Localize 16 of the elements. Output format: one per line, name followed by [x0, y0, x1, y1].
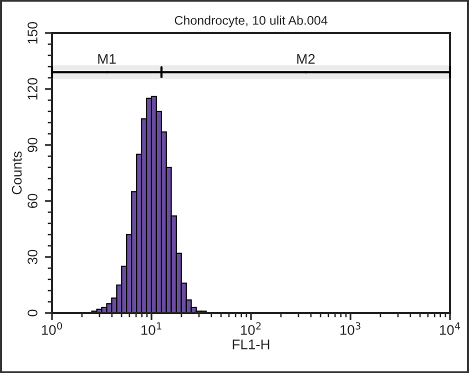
x-tick-label: 10$^{1}$ [141, 322, 162, 335]
x-tick-label: 10$^{0}$ [42, 322, 62, 335]
band-label: M1 [98, 54, 116, 64]
y-tick-label: 150 [28, 22, 38, 44]
chart-title: Chondrocyte, 10 ulit Ab.004 [174, 16, 328, 28]
y-tick-label: 0 [28, 310, 38, 316]
y-tick-label: 30 [28, 250, 38, 264]
y-tick-label: 60 [28, 194, 38, 208]
x-tick-label: 10$^{3}$ [340, 322, 360, 335]
band-label: M2 [297, 54, 315, 64]
x-tick-label: 10$^{2}$ [240, 322, 261, 335]
y-tick-label: 120 [28, 78, 38, 100]
x-axis-title: FL1-H [232, 340, 270, 350]
y-tick-label: 90 [28, 138, 38, 152]
y-axis-title: Counts [12, 151, 22, 194]
x-tick-label: 10$^{4}$ [440, 322, 460, 335]
